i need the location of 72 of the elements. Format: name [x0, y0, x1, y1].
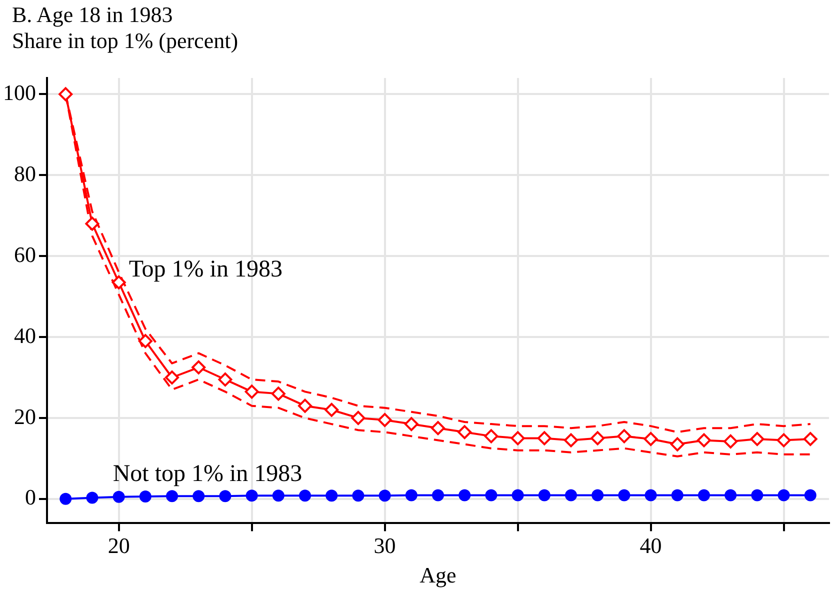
x-axis-title: Age	[420, 562, 456, 588]
point	[218, 372, 232, 387]
point	[85, 216, 100, 231]
point	[244, 384, 259, 399]
y-tick-label: 60	[14, 242, 36, 267]
point	[405, 489, 418, 502]
point	[750, 432, 764, 446]
point	[590, 431, 605, 446]
point	[618, 489, 630, 502]
point	[246, 490, 258, 502]
point	[537, 431, 552, 446]
point	[803, 432, 818, 446]
point	[138, 334, 152, 348]
point	[192, 490, 205, 502]
point	[776, 433, 791, 448]
point	[219, 490, 232, 502]
point	[778, 489, 790, 502]
y-tick-label: 80	[14, 160, 36, 186]
point	[378, 412, 392, 427]
point	[671, 489, 684, 502]
point	[299, 490, 312, 502]
point	[165, 370, 180, 384]
point	[112, 490, 125, 503]
point	[352, 490, 364, 502]
series-label: Not top 1% in 1983	[112, 461, 302, 488]
point	[485, 489, 498, 502]
point	[644, 432, 658, 446]
x-tick-label: 40	[640, 533, 662, 558]
point	[617, 429, 632, 444]
point	[324, 402, 339, 417]
point	[724, 434, 738, 448]
point	[272, 490, 284, 502]
y-tick-label: 0	[25, 484, 36, 510]
point	[378, 490, 391, 502]
point	[86, 492, 98, 504]
point	[351, 410, 366, 425]
point	[670, 437, 684, 452]
point	[804, 489, 816, 502]
y-tick-label: 40	[14, 322, 36, 348]
point	[696, 433, 711, 448]
point	[644, 489, 657, 502]
point	[698, 489, 710, 502]
point	[192, 360, 206, 374]
point	[564, 489, 577, 502]
point	[326, 490, 338, 502]
point	[404, 417, 418, 432]
x-tick-label: 30	[374, 533, 396, 558]
point	[564, 433, 578, 448]
point	[298, 398, 312, 413]
point	[724, 489, 737, 502]
point	[271, 386, 286, 401]
point	[484, 429, 498, 444]
x-tick-label: 20	[108, 533, 130, 558]
point	[512, 489, 524, 502]
point	[431, 421, 445, 436]
chart-title: B. Age 18 in 1983	[12, 2, 174, 28]
point	[432, 489, 444, 502]
point	[58, 87, 73, 102]
point	[538, 489, 550, 502]
point	[458, 425, 472, 440]
point	[60, 492, 72, 505]
point	[458, 489, 471, 502]
point	[139, 490, 152, 502]
point	[166, 490, 178, 502]
series-label: Top 1% in 1983	[128, 256, 282, 283]
y-tick-label: 20	[14, 404, 36, 429]
point	[751, 489, 764, 502]
point	[510, 431, 525, 446]
y-tick-label: 100	[3, 80, 36, 105]
point	[112, 275, 126, 290]
y-axis-title: Share in top 1% (percent)	[12, 28, 238, 54]
point	[592, 489, 604, 502]
